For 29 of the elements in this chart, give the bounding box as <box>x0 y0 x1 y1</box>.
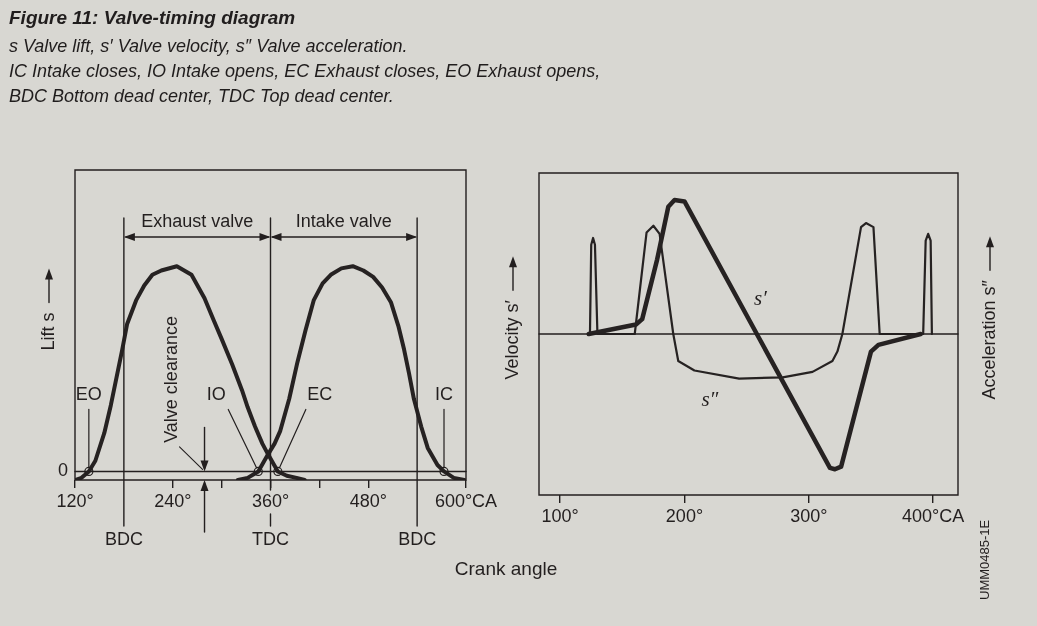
ref-line-label: TDC <box>252 528 289 549</box>
series-label: s″ <box>701 387 719 412</box>
annotation: IC <box>435 384 454 405</box>
ref-line-label: 0 <box>57 460 68 481</box>
x-tick-label: 120° <box>56 490 94 511</box>
x-tick-label: 100° <box>541 505 579 526</box>
x-tick-label: 360° <box>251 490 290 511</box>
chart-subtitle: s Valve lift, s′ Valve velocity, s″ Valve acceleration. IC Intake closes, IO Intake opens, EC Exhaust closes, EO Exhaust opens, BDC Bottom dead center, TDC Top dead center. <box>9 35 601 108</box>
y-axis-title: Velocity s′ <box>501 299 522 380</box>
chart-title: Figure 11: Valve-timing diagram <box>9 7 296 29</box>
annotation: EC <box>307 384 333 405</box>
text: Exhaust valve <box>141 210 254 231</box>
x-tick-label: 300° <box>790 505 828 526</box>
x-tick-label: 200° <box>665 505 704 526</box>
text: Intake valve <box>295 210 392 231</box>
annotation: EO <box>75 384 102 405</box>
text: UMM0485-1E <box>976 519 992 600</box>
x-tick-label: 600°CA <box>434 490 498 511</box>
y2-axis-title: Acceleration s″ <box>978 279 999 400</box>
x-axis-title: Crank angle <box>454 558 558 580</box>
ref-line-label: BDC <box>104 528 143 549</box>
ref-line-label: BDC <box>398 528 437 549</box>
series-label: s′ <box>754 286 768 311</box>
annotation: Valve clearance <box>161 316 182 443</box>
annotation: IO <box>206 384 226 405</box>
x-tick-label: 400°CA <box>902 505 965 526</box>
x-tick-label: 480° <box>349 490 387 511</box>
y-axis-title: Lift s <box>37 312 58 351</box>
x-tick-label: 240° <box>154 490 192 511</box>
